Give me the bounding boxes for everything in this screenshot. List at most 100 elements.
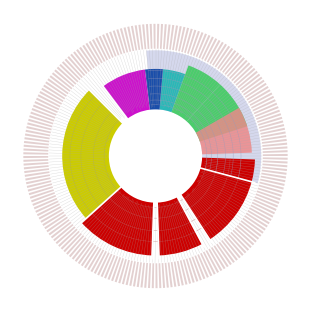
Wedge shape bbox=[49, 219, 70, 235]
Wedge shape bbox=[35, 201, 58, 213]
Wedge shape bbox=[152, 263, 154, 288]
Wedge shape bbox=[165, 263, 169, 288]
Wedge shape bbox=[250, 92, 272, 106]
Wedge shape bbox=[81, 187, 154, 256]
Wedge shape bbox=[169, 25, 174, 50]
Wedge shape bbox=[157, 197, 202, 256]
Wedge shape bbox=[52, 72, 72, 90]
Wedge shape bbox=[36, 98, 59, 110]
Wedge shape bbox=[82, 45, 97, 67]
Wedge shape bbox=[37, 203, 60, 216]
Wedge shape bbox=[241, 77, 262, 93]
Wedge shape bbox=[138, 25, 143, 50]
Wedge shape bbox=[166, 24, 170, 49]
Wedge shape bbox=[133, 262, 139, 287]
Wedge shape bbox=[201, 158, 255, 182]
Wedge shape bbox=[212, 44, 227, 66]
Wedge shape bbox=[261, 131, 286, 138]
Wedge shape bbox=[120, 28, 128, 53]
Wedge shape bbox=[160, 69, 185, 112]
Wedge shape bbox=[26, 177, 51, 184]
Wedge shape bbox=[67, 56, 85, 76]
Wedge shape bbox=[217, 48, 233, 69]
Wedge shape bbox=[178, 27, 185, 51]
Wedge shape bbox=[46, 217, 68, 232]
Wedge shape bbox=[246, 212, 268, 227]
Wedge shape bbox=[91, 249, 104, 272]
Wedge shape bbox=[237, 225, 257, 242]
Wedge shape bbox=[44, 214, 66, 229]
Wedge shape bbox=[222, 52, 239, 73]
Wedge shape bbox=[260, 128, 285, 135]
Wedge shape bbox=[150, 24, 152, 49]
Wedge shape bbox=[211, 247, 225, 269]
Wedge shape bbox=[103, 70, 150, 119]
Wedge shape bbox=[32, 195, 56, 206]
Wedge shape bbox=[153, 24, 156, 49]
Wedge shape bbox=[262, 143, 287, 147]
Wedge shape bbox=[245, 83, 267, 98]
Wedge shape bbox=[220, 50, 236, 71]
Wedge shape bbox=[65, 59, 83, 78]
Wedge shape bbox=[250, 205, 273, 218]
Wedge shape bbox=[160, 24, 163, 49]
Wedge shape bbox=[113, 30, 122, 55]
Wedge shape bbox=[216, 244, 232, 265]
Wedge shape bbox=[229, 60, 248, 79]
Wedge shape bbox=[59, 64, 79, 82]
Wedge shape bbox=[163, 24, 167, 49]
Wedge shape bbox=[262, 163, 287, 167]
Wedge shape bbox=[253, 99, 276, 111]
Wedge shape bbox=[247, 86, 269, 100]
Wedge shape bbox=[193, 32, 203, 56]
Wedge shape bbox=[26, 130, 50, 136]
Wedge shape bbox=[25, 171, 49, 177]
Wedge shape bbox=[97, 252, 110, 275]
Wedge shape bbox=[24, 145, 49, 149]
Wedge shape bbox=[186, 258, 195, 283]
Wedge shape bbox=[251, 96, 274, 109]
Wedge shape bbox=[62, 90, 123, 218]
Wedge shape bbox=[242, 218, 264, 234]
Wedge shape bbox=[34, 198, 57, 209]
Wedge shape bbox=[94, 251, 107, 274]
Wedge shape bbox=[203, 251, 216, 275]
Wedge shape bbox=[142, 24, 146, 49]
Wedge shape bbox=[235, 68, 255, 86]
Wedge shape bbox=[157, 24, 159, 49]
Wedge shape bbox=[24, 162, 49, 166]
Wedge shape bbox=[61, 231, 80, 250]
Wedge shape bbox=[156, 263, 158, 288]
Wedge shape bbox=[39, 206, 61, 220]
Wedge shape bbox=[75, 241, 91, 262]
Wedge shape bbox=[223, 238, 241, 258]
Wedge shape bbox=[260, 179, 285, 186]
Wedge shape bbox=[100, 254, 113, 277]
Wedge shape bbox=[233, 65, 253, 83]
Wedge shape bbox=[58, 229, 78, 247]
Wedge shape bbox=[54, 70, 74, 87]
Wedge shape bbox=[23, 152, 48, 155]
Wedge shape bbox=[31, 192, 55, 202]
Wedge shape bbox=[263, 150, 288, 153]
Wedge shape bbox=[141, 263, 145, 288]
Wedge shape bbox=[69, 237, 86, 257]
Wedge shape bbox=[62, 61, 81, 80]
Wedge shape bbox=[27, 122, 52, 130]
Wedge shape bbox=[215, 46, 230, 67]
Wedge shape bbox=[32, 108, 56, 119]
Wedge shape bbox=[145, 69, 163, 110]
Wedge shape bbox=[115, 258, 124, 282]
Wedge shape bbox=[81, 245, 96, 266]
Wedge shape bbox=[262, 160, 288, 163]
Wedge shape bbox=[172, 25, 178, 50]
Wedge shape bbox=[79, 47, 95, 68]
Wedge shape bbox=[181, 168, 252, 240]
Wedge shape bbox=[104, 255, 115, 279]
Wedge shape bbox=[259, 182, 284, 190]
Wedge shape bbox=[227, 57, 245, 77]
Wedge shape bbox=[208, 249, 222, 271]
Wedge shape bbox=[28, 119, 53, 127]
Wedge shape bbox=[254, 103, 277, 114]
Wedge shape bbox=[23, 159, 48, 162]
